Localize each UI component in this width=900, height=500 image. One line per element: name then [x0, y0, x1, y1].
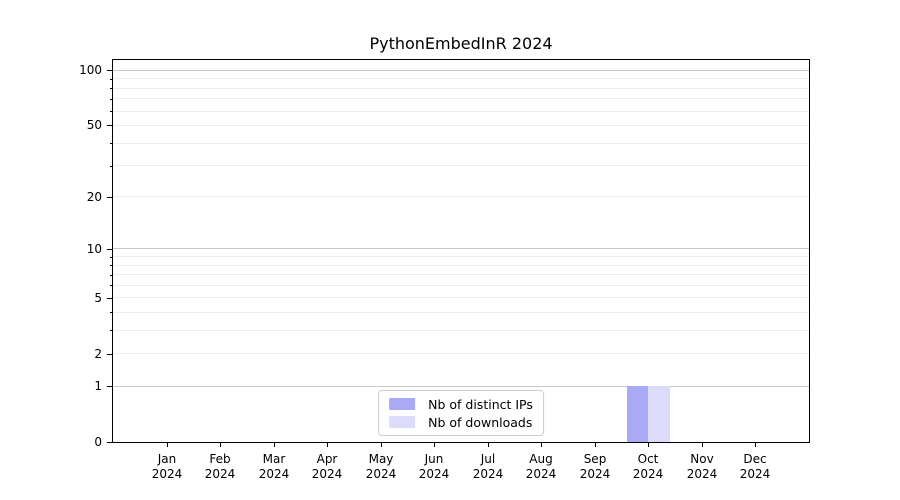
x-tick-label: Jul 2024 [472, 452, 504, 481]
y-tick-label: 0 [94, 435, 102, 449]
y-gridline-minor [113, 88, 809, 89]
y-tick-label: 100 [79, 63, 102, 77]
y-tick-label: 5 [94, 291, 102, 305]
y-gridline-minor [113, 265, 809, 266]
plot-area: Nb of distinct IPs Nb of downloads [112, 59, 810, 443]
x-tick [327, 443, 328, 447]
y-gridline-minor [113, 78, 809, 79]
legend-swatch-downloads [389, 416, 416, 428]
y-gridline-minor [113, 330, 809, 331]
x-tick-label: Feb 2024 [204, 452, 236, 481]
y-gridline-minor [113, 196, 809, 197]
y-gridline-minor [113, 312, 809, 313]
legend-item-downloads: Nb of downloads [389, 413, 533, 431]
x-tick [541, 443, 542, 447]
x-tick [220, 443, 221, 447]
legend-swatch-distinct-ips [389, 398, 416, 410]
x-tick [755, 443, 756, 447]
x-tick [702, 443, 703, 447]
y-tick-label: 2 [94, 347, 102, 361]
x-tick-label: Apr 2024 [311, 452, 343, 481]
x-tick-label: Nov 2024 [686, 452, 718, 481]
y-gridline-minor [113, 165, 809, 166]
y-gridline-minor [113, 125, 809, 126]
y-tick-label: 20 [86, 190, 102, 204]
y-gridline-minor [113, 297, 809, 298]
x-tick-label: Dec 2024 [739, 452, 771, 481]
y-tick-label: 10 [86, 242, 102, 256]
x-tick-label: Mar 2024 [258, 452, 290, 481]
x-tick-label: Oct 2024 [632, 452, 664, 481]
legend-label-distinct-ips: Nb of distinct IPs [428, 396, 533, 412]
legend-item-distinct-ips: Nb of distinct IPs [389, 395, 533, 413]
y-gridline-minor [113, 274, 809, 275]
y-gridline-minor [113, 285, 809, 286]
y-gridline-minor [113, 98, 809, 99]
x-tick [595, 443, 596, 447]
y-gridline-minor [113, 143, 809, 144]
y-gridline-minor [113, 256, 809, 257]
x-tick-label: Sep 2024 [579, 452, 611, 481]
x-tick [274, 443, 275, 447]
x-tick-label: Aug 2024 [525, 452, 557, 481]
bar-downloads-oct [648, 386, 670, 442]
y-gridline-minor [113, 111, 809, 112]
x-tick [167, 443, 168, 447]
bar-distinct-ips-oct [627, 386, 649, 442]
x-tick [381, 443, 382, 447]
y-gridline-minor [113, 353, 809, 354]
y-gridline-major [113, 70, 809, 71]
x-tick [488, 443, 489, 447]
x-tick-label: Jun 2024 [418, 452, 450, 481]
x-tick-label: Jan 2024 [151, 452, 183, 481]
y-tick-label: 1 [94, 379, 102, 393]
legend: Nb of distinct IPs Nb of downloads [378, 390, 544, 436]
x-tick [648, 443, 649, 447]
chart-title: PythonEmbedInR 2024 [369, 34, 553, 53]
x-tick-label: May 2024 [365, 452, 397, 481]
y-tick-label: 50 [86, 118, 102, 132]
x-tick [434, 443, 435, 447]
legend-label-downloads: Nb of downloads [428, 414, 533, 430]
y-gridline-major [113, 386, 809, 387]
y-gridline-major [113, 248, 809, 249]
